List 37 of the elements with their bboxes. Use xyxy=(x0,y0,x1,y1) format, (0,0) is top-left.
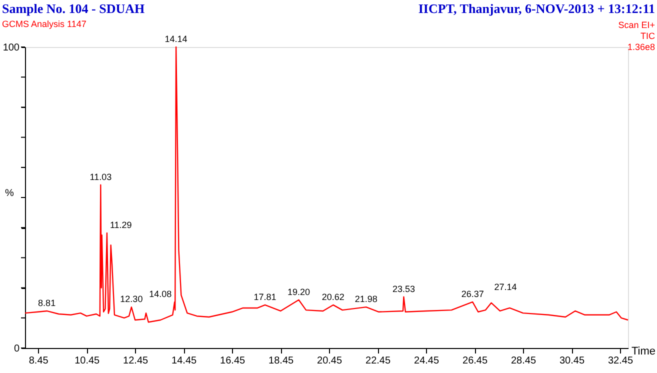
y-tick-label: 100 xyxy=(2,42,20,54)
text: IICPT, Thanjavur, 6-NOV-2013 + 13:12:11 xyxy=(418,1,655,16)
x-axis-title: Time xyxy=(632,346,656,358)
x-tick-label: 30.45 xyxy=(559,356,585,366)
annotation: 19.20 xyxy=(287,286,310,297)
annotation: 11.03 xyxy=(90,172,112,182)
annotation: 27.14 xyxy=(494,282,517,292)
text: Scan EI+ xyxy=(618,20,655,30)
annotation: 12.30 xyxy=(120,294,143,304)
annotation: 8.81 xyxy=(38,298,56,308)
x-tick-label: 12.45 xyxy=(123,356,149,366)
y-axis-title: % xyxy=(5,188,14,199)
x-tick-label: 8.45 xyxy=(28,356,49,366)
x-tick-label: 14.45 xyxy=(172,356,198,366)
annotation: 20.62 xyxy=(322,292,344,302)
x-tick-label: 18.45 xyxy=(268,356,294,366)
annotation: 26.37 xyxy=(461,288,484,299)
annotation: 23.53 xyxy=(392,284,415,294)
annotation: 14.08 xyxy=(149,288,172,299)
x-tick-label: 10.45 xyxy=(74,356,100,366)
x-tick-label: 16.45 xyxy=(220,356,246,366)
line-series xyxy=(24,46,629,323)
x-tick-label: 26.45 xyxy=(462,356,488,366)
annotation: 21.98 xyxy=(354,294,378,304)
chart-title: Sample No. 104 - SDUAH xyxy=(2,1,145,16)
y-tick-label: 0 xyxy=(14,344,20,354)
x-tick-label: 22.45 xyxy=(366,356,391,366)
chart-subtitle: GCMS Analysis 1147 xyxy=(2,19,86,29)
x-tick-label: 32.45 xyxy=(608,356,634,366)
x-tick-label: 28.45 xyxy=(511,356,536,366)
annotation: 1.36e8 xyxy=(627,42,655,52)
text: TIC xyxy=(640,31,656,41)
annotation: 14.14 xyxy=(164,34,188,44)
annotation: 17.81 xyxy=(254,292,276,302)
annotation: 11.29 xyxy=(110,220,132,230)
x-tick-label: 24.45 xyxy=(414,356,440,366)
x-tick-label: 20.45 xyxy=(317,356,342,366)
